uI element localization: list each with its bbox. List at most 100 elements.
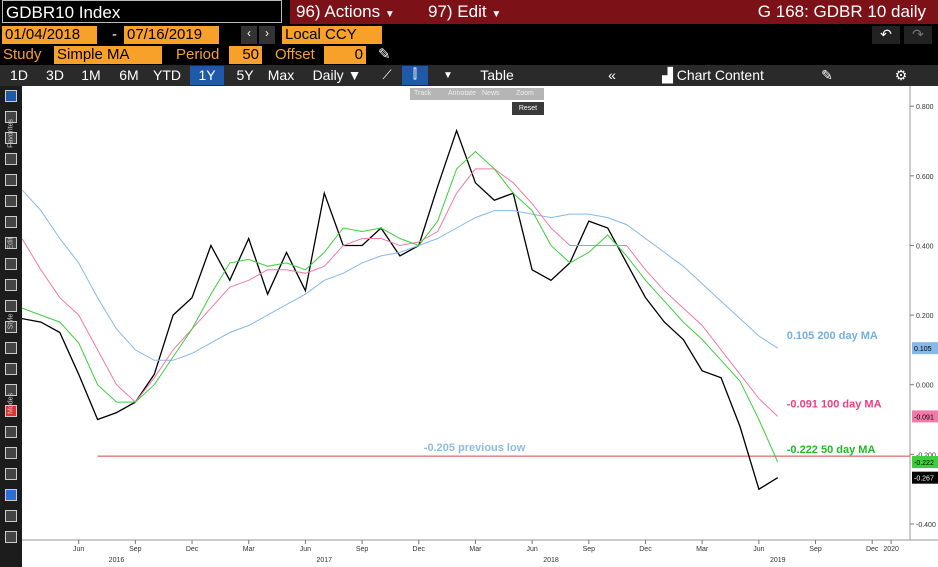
value-tag bbox=[912, 410, 938, 423]
tool-icon[interactable] bbox=[5, 90, 17, 102]
tool-icon[interactable] bbox=[5, 195, 17, 207]
tool-icon[interactable] bbox=[5, 153, 17, 165]
y-tick-label: 0.800 bbox=[916, 104, 934, 111]
value-tag-label: -0.222 bbox=[914, 460, 934, 467]
redo-button[interactable]: ↷ bbox=[904, 26, 932, 44]
next-button[interactable]: › bbox=[259, 26, 275, 44]
ma-label: -0.091 100 day MA bbox=[787, 398, 882, 410]
range-button[interactable]: Max bbox=[267, 67, 295, 83]
bar-icon[interactable]: ⫿ bbox=[402, 66, 428, 85]
ma-line bbox=[21, 150, 779, 463]
range-button[interactable]: 6M bbox=[119, 67, 139, 83]
prev-button[interactable]: ‹ bbox=[241, 26, 257, 44]
price-line bbox=[21, 128, 779, 491]
pen-icon[interactable]: ✎ bbox=[378, 46, 391, 63]
chart-tools: Track Annotate News Zoom bbox=[410, 88, 544, 100]
x-tick-label: Mar bbox=[469, 546, 482, 553]
x-tick-label: Sep bbox=[356, 546, 369, 553]
tool-icon[interactable] bbox=[5, 405, 17, 417]
chart-type-menu[interactable]: ▼ bbox=[443, 70, 453, 81]
y-tick-label: 0.400 bbox=[916, 243, 934, 250]
security-bar: GDBR10 Index bbox=[0, 0, 288, 24]
x-tick-label: Mar bbox=[243, 546, 256, 553]
value-tag bbox=[912, 456, 938, 469]
actions-text: 96) Actions bbox=[296, 2, 381, 21]
toolbar: 1D 3D 1M 6M YTD 1Y 5Y Max bbox=[0, 65, 938, 86]
ma-line bbox=[21, 168, 779, 417]
tool-icon[interactable] bbox=[5, 468, 17, 480]
chart-tool[interactable]: Zoom bbox=[516, 90, 534, 97]
ma-label: 0.105 200 day MA bbox=[787, 330, 878, 342]
tool-icon[interactable] bbox=[5, 510, 17, 522]
tool-icon[interactable] bbox=[5, 321, 17, 333]
settings-icon[interactable]: ⚙ bbox=[894, 67, 908, 83]
range-button[interactable]: 1Y bbox=[190, 66, 224, 85]
edit-icon[interactable]: ✎ bbox=[821, 67, 833, 83]
tool-icon[interactable] bbox=[5, 237, 17, 249]
currency-field[interactable]: Local CCY bbox=[282, 26, 382, 44]
tool-icon[interactable] bbox=[5, 384, 17, 396]
tool-icon[interactable] bbox=[5, 258, 17, 270]
chart-content-button[interactable]: ▟ Chart Content bbox=[662, 67, 764, 83]
y-tick-label: 0.000 bbox=[916, 383, 934, 390]
tool-icon[interactable] bbox=[5, 174, 17, 186]
x-tick-label: Jun bbox=[753, 546, 764, 553]
menu-bar bbox=[290, 0, 938, 24]
tool-icon[interactable] bbox=[5, 132, 17, 144]
start-date[interactable]: 01/04/2018 bbox=[2, 26, 97, 44]
actions-menu[interactable]: 96) Actions ▼ bbox=[296, 2, 395, 21]
table-button[interactable]: Table bbox=[480, 67, 514, 83]
frequency-menu[interactable]: Daily ▼ bbox=[312, 67, 362, 83]
range-button[interactable]: 3D bbox=[46, 67, 64, 83]
undo-button[interactable]: ↶ bbox=[872, 26, 900, 44]
tool-icon[interactable] bbox=[5, 489, 17, 501]
value-tag-label: 0.105 bbox=[914, 346, 932, 353]
y-tick-label: 0.200 bbox=[916, 313, 934, 320]
x-tick-label: 2020 bbox=[883, 546, 899, 553]
reference-label: -0.205 previous low bbox=[424, 442, 526, 454]
x-tick-label: Jun bbox=[300, 546, 311, 553]
tool-icon[interactable] bbox=[5, 279, 17, 291]
side-toolbar: Favorites Edit Style Modes bbox=[0, 86, 22, 567]
chart-tool[interactable]: News bbox=[482, 90, 500, 97]
security-field[interactable]: GDBR10 Index bbox=[2, 0, 282, 23]
range-button[interactable]: 5Y bbox=[236, 67, 254, 83]
year-label: 2019 bbox=[770, 557, 786, 564]
end-date[interactable]: 07/16/2019 bbox=[124, 26, 219, 44]
year-label: 2018 bbox=[543, 557, 559, 564]
tool-icon[interactable] bbox=[5, 363, 17, 375]
x-tick-label: Sep bbox=[809, 546, 822, 553]
range-button[interactable]: 1M bbox=[81, 67, 101, 83]
x-tick-label: Jun bbox=[526, 546, 537, 553]
x-tick-label: Dec bbox=[186, 546, 199, 553]
chart-tool[interactable]: Track bbox=[414, 90, 432, 97]
date-separator: - bbox=[112, 26, 117, 43]
tool-icon[interactable] bbox=[5, 426, 17, 438]
tool-icon[interactable] bbox=[5, 531, 17, 543]
edit-menu[interactable]: 97) Edit ▼ bbox=[428, 2, 502, 21]
offset-field[interactable]: 0 bbox=[324, 46, 366, 64]
tool-icon[interactable] bbox=[5, 111, 17, 123]
tool-icon[interactable] bbox=[5, 300, 17, 312]
chart-tool[interactable]: Annotate bbox=[448, 90, 477, 97]
tool-icon[interactable] bbox=[5, 342, 17, 354]
tool-icon[interactable] bbox=[5, 216, 17, 228]
chart-background bbox=[22, 86, 938, 567]
range-button[interactable]: 1D bbox=[10, 67, 28, 83]
tool-icon[interactable] bbox=[5, 447, 17, 459]
frequency-text: Daily bbox=[312, 67, 344, 83]
study-label: Study bbox=[3, 46, 42, 63]
offset-label: Offset bbox=[275, 46, 315, 63]
period-field[interactable]: 50 bbox=[229, 46, 262, 64]
range-button[interactable]: YTD bbox=[153, 67, 181, 83]
x-tick-label: Dec bbox=[413, 546, 426, 553]
value-tag bbox=[912, 471, 938, 484]
collapse-button[interactable]: « bbox=[608, 67, 616, 83]
year-label: 2016 bbox=[109, 557, 125, 564]
line-icon[interactable]: ⟋ bbox=[382, 67, 392, 82]
edit-text: 97) Edit bbox=[428, 2, 487, 21]
reset-button[interactable]: Reset bbox=[512, 102, 544, 115]
x-tick-label: Mar bbox=[696, 546, 709, 553]
study-field[interactable]: Simple MA bbox=[54, 46, 162, 64]
